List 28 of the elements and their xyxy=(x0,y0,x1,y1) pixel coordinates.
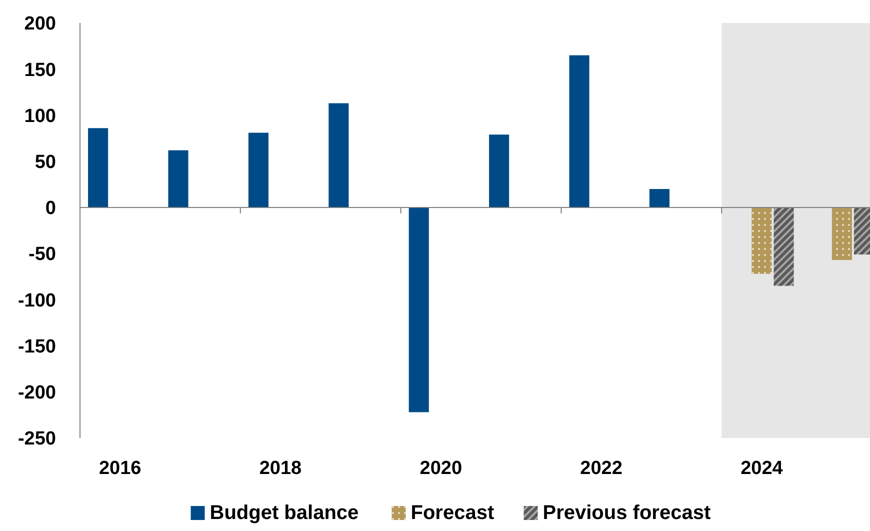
legend-label: Budget balance xyxy=(210,502,359,524)
x-tick-label: 2022 xyxy=(580,458,622,479)
y-tick-label: -200 xyxy=(18,382,56,404)
bar xyxy=(168,150,188,208)
bar xyxy=(328,103,349,208)
y-tick-label: 200 xyxy=(24,14,56,35)
y-tick-label: 0 xyxy=(45,198,56,220)
legend-label: Previous forecast xyxy=(542,502,711,524)
x-tick-label: 2016 xyxy=(98,458,142,479)
bar xyxy=(408,207,429,412)
bar xyxy=(569,55,590,208)
y-tick-label: 50 xyxy=(34,152,56,173)
y-tick-label: -250 xyxy=(18,428,56,450)
legend-label: Forecast xyxy=(410,502,494,524)
y-tick-label: 150 xyxy=(24,60,56,81)
bar xyxy=(832,207,852,260)
x-tick-label: 2020 xyxy=(420,458,462,479)
x-tick-label: 2018 xyxy=(259,458,302,479)
y-tick-label: -100 xyxy=(18,290,56,312)
y-tick-label: -150 xyxy=(18,336,56,358)
bar xyxy=(649,189,670,208)
bar xyxy=(489,134,510,208)
x-tick-label: 2024 xyxy=(740,458,784,479)
bar xyxy=(752,207,772,274)
y-tick-label: -50 xyxy=(28,244,56,266)
y-tick-label: 100 xyxy=(24,106,56,127)
bar xyxy=(248,132,268,208)
bar xyxy=(88,128,108,208)
